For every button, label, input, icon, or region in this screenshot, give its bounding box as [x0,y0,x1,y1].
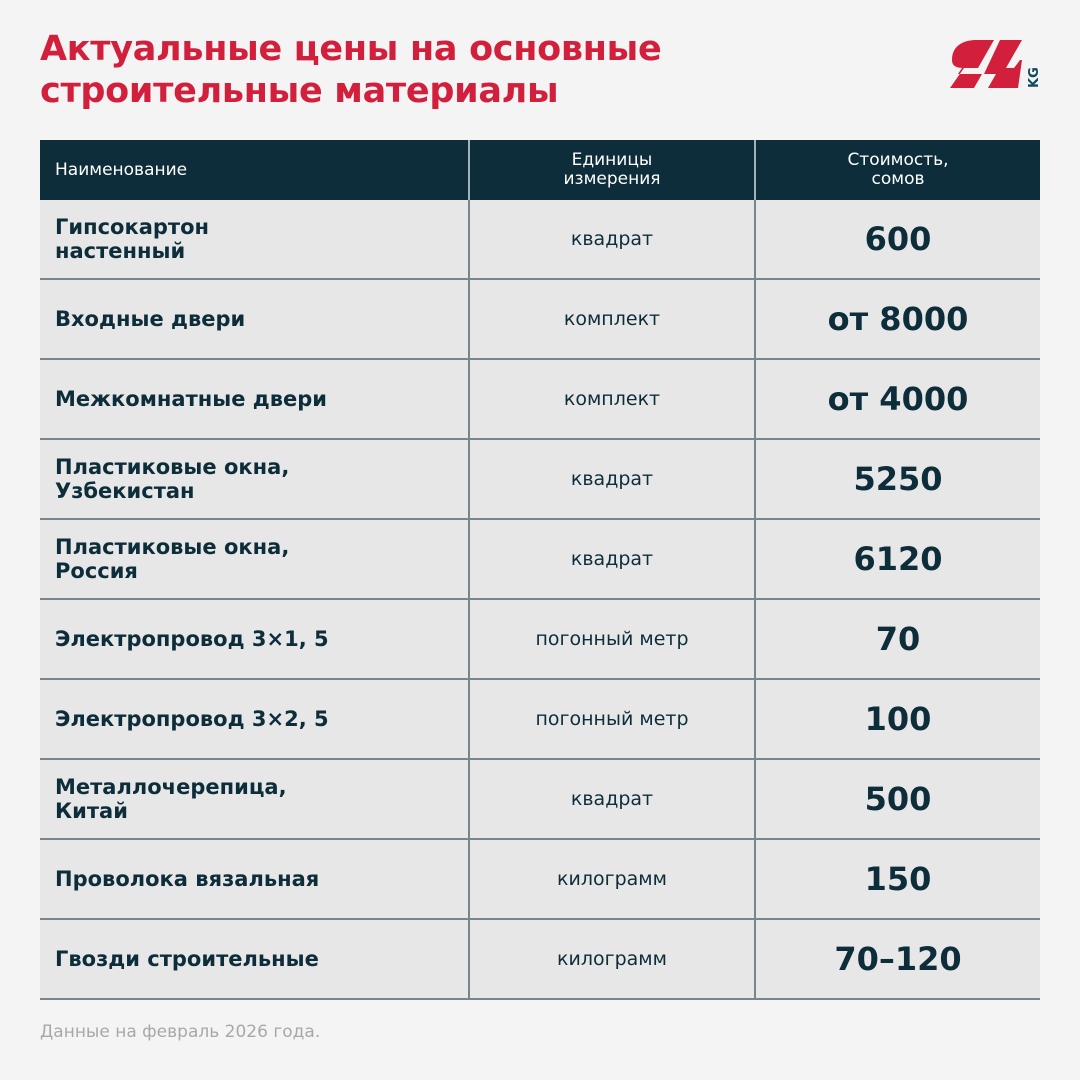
row-price: от 4000 [754,359,1040,440]
table-row: Металлочерепица, Китай квадрат 500 [40,759,1040,840]
header-unit: Единицы измерения [468,140,755,200]
row-name: Металлочерепица, Китай [40,759,469,840]
row-name: Пластиковые окна, Россия [40,519,469,600]
table-row: Электропровод 3×1, 5 погонный метр 70 [40,599,1040,680]
row-name-text: Пластиковые окна, Россия [55,535,290,583]
header-price: Стоимость, сомов [754,140,1040,200]
prices-table: Наименование Единицы измерения Стоимость… [40,140,1040,1000]
row-name: Пластиковые окна, Узбекистан [40,439,469,520]
row-name-text: Электропровод 3×2, 5 [55,707,329,731]
row-unit: килограмм [468,839,755,920]
row-price: 500 [754,759,1040,840]
row-unit: квадрат [468,200,755,280]
row-unit: квадрат [468,439,755,520]
row-price: 600 [754,200,1040,280]
row-name: Электропровод 3×1, 5 [40,599,469,680]
row-price: 100 [754,679,1040,760]
row-price: 6120 [754,519,1040,600]
table-row: Межкомнатные двери комплект от 4000 [40,359,1040,440]
row-name-text: Гвозди строительные [55,947,319,971]
row-name: Проволока вязальная [40,839,469,920]
header-price-label: Стоимость, сомов [847,150,949,189]
row-price: 70 [754,599,1040,680]
row-unit: квадрат [468,759,755,840]
table-row: Пластиковые окна, Узбекистан квадрат 5250 [40,439,1040,520]
row-name: Гипсокартон настенный [40,200,469,280]
table-row: Гвозди строительные килограмм 70–120 [40,919,1040,1000]
row-name: Электропровод 3×2, 5 [40,679,469,760]
header-name: Наименование [40,140,469,200]
row-unit: килограмм [468,919,755,1000]
table-row: Электропровод 3×2, 5 погонный метр 100 [40,679,1040,760]
row-unit: квадрат [468,519,755,600]
row-name-text: Проволока вязальная [55,867,320,891]
header-unit-label: Единицы измерения [563,150,661,189]
row-price: 70–120 [754,919,1040,1000]
table-row: Гипсокартон настенный квадрат 600 [40,200,1040,280]
row-name-text: Металлочерепица, Китай [55,775,287,823]
row-name: Гвозди строительные [40,919,469,1000]
24kg-logo: KG [950,40,1042,88]
row-name-text: Входные двери [55,307,246,331]
table-row: Пластиковые окна, Россия квадрат 6120 [40,519,1040,600]
row-price: 5250 [754,439,1040,520]
row-price: от 8000 [754,279,1040,360]
row-name-text: Электропровод 3×1, 5 [55,627,329,651]
svg-text:KG: KG [1027,67,1042,88]
row-name-text: Гипсокартон настенный [55,215,210,263]
row-name-text: Пластиковые окна, Узбекистан [55,455,290,503]
table-row: Входные двери комплект от 8000 [40,279,1040,360]
row-price: 150 [754,839,1040,920]
table-row: Проволока вязальная килограмм 150 [40,839,1040,920]
footer-note: Данные на февраль 2026 года. [40,1022,321,1042]
row-name: Входные двери [40,279,469,360]
row-name: Межкомнатные двери [40,359,469,440]
row-unit: погонный метр [468,679,755,760]
row-unit: погонный метр [468,599,755,680]
row-unit: комплект [468,279,755,360]
page-title: Актуальные цены на основные строительные… [40,29,662,111]
row-name-text: Межкомнатные двери [55,387,328,411]
table-header-row: Наименование Единицы измерения Стоимость… [40,140,1040,200]
row-unit: комплект [468,359,755,440]
